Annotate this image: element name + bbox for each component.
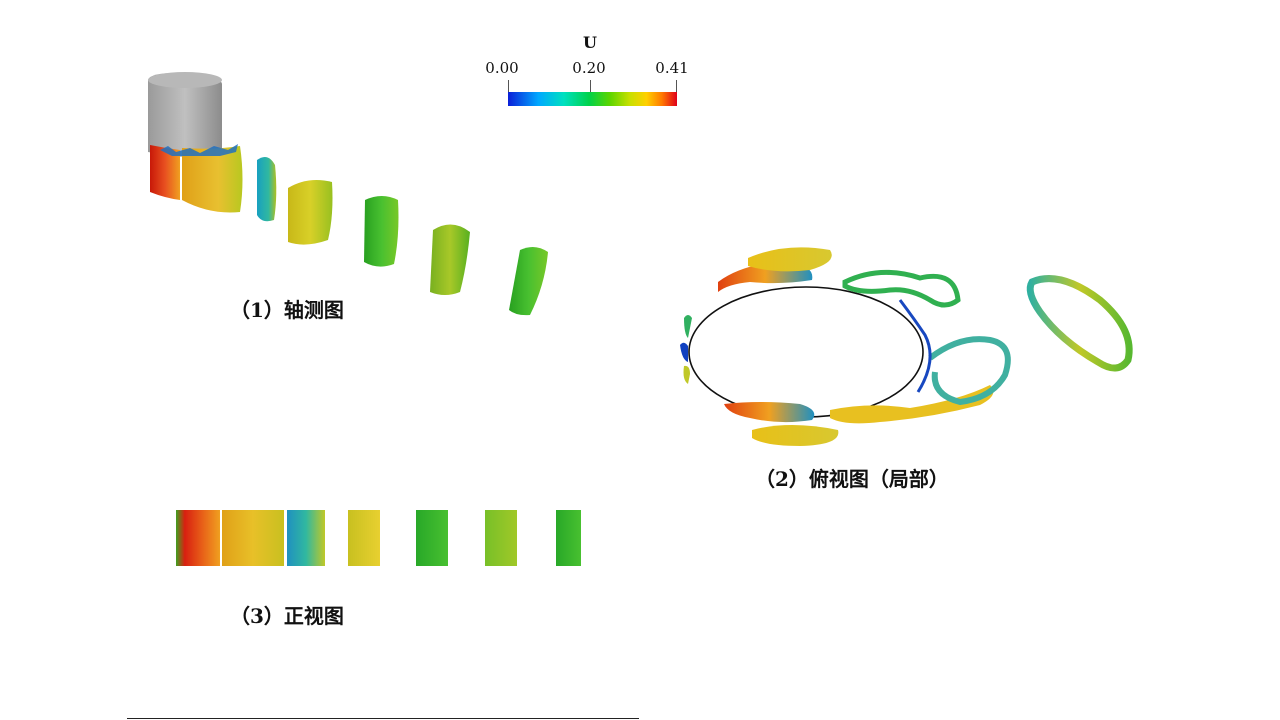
lower-shear-layer: [724, 402, 815, 423]
colorbar-tick-mark-max: [676, 80, 677, 92]
wake-filament-mid: [928, 336, 1011, 406]
colorbar-tick-mark-mid: [590, 80, 591, 92]
vortex-shell-5: [364, 196, 399, 267]
vortex-shell-4: [288, 180, 333, 245]
caption-top-view: （2）俯视图（局部）: [755, 467, 949, 491]
upper-blob: [748, 247, 832, 272]
caption-front-view: （3）正视图: [230, 604, 344, 628]
caption-axonometric: （1）轴测图: [230, 298, 344, 322]
vortex-shell-7: [509, 246, 548, 316]
front-shell-2: [222, 510, 284, 566]
vortex-flecks: [160, 144, 238, 156]
lower-blob: [752, 425, 839, 446]
colorbar-title: U: [583, 33, 597, 52]
vortex-shell-6: [430, 224, 470, 295]
vortex-shell-2: [182, 146, 243, 213]
vortex-shell-3: [257, 156, 277, 222]
divider-line: [127, 718, 639, 719]
front-shell-7: [556, 510, 581, 566]
edge-fragment: [683, 365, 690, 384]
edge-fragment: [684, 315, 692, 338]
vortex-shell-1: [150, 145, 180, 200]
colorbar-tick-max: 0.41: [655, 59, 689, 77]
front-shell-5: [416, 510, 448, 566]
edge-fragment: [680, 342, 688, 362]
front-shell-3: [287, 510, 325, 566]
front-shell-6: [485, 510, 517, 566]
structure-cylinder: [148, 72, 222, 158]
downstream-vortex-ring: [1026, 275, 1133, 372]
colorbar-tick-mark-min: [508, 80, 509, 92]
wake-filament-upper: [842, 269, 961, 308]
colorbar-tick-min: 0.00: [485, 59, 519, 77]
wake-filament-connector: [898, 299, 932, 393]
front-shell-1: [176, 510, 220, 566]
colorbar-gradient: [508, 92, 677, 106]
front-shell-4: [348, 510, 380, 566]
lower-wake: [830, 385, 994, 424]
colorbar-tick-mid: 0.20: [572, 59, 606, 77]
structure-top: [148, 72, 222, 88]
